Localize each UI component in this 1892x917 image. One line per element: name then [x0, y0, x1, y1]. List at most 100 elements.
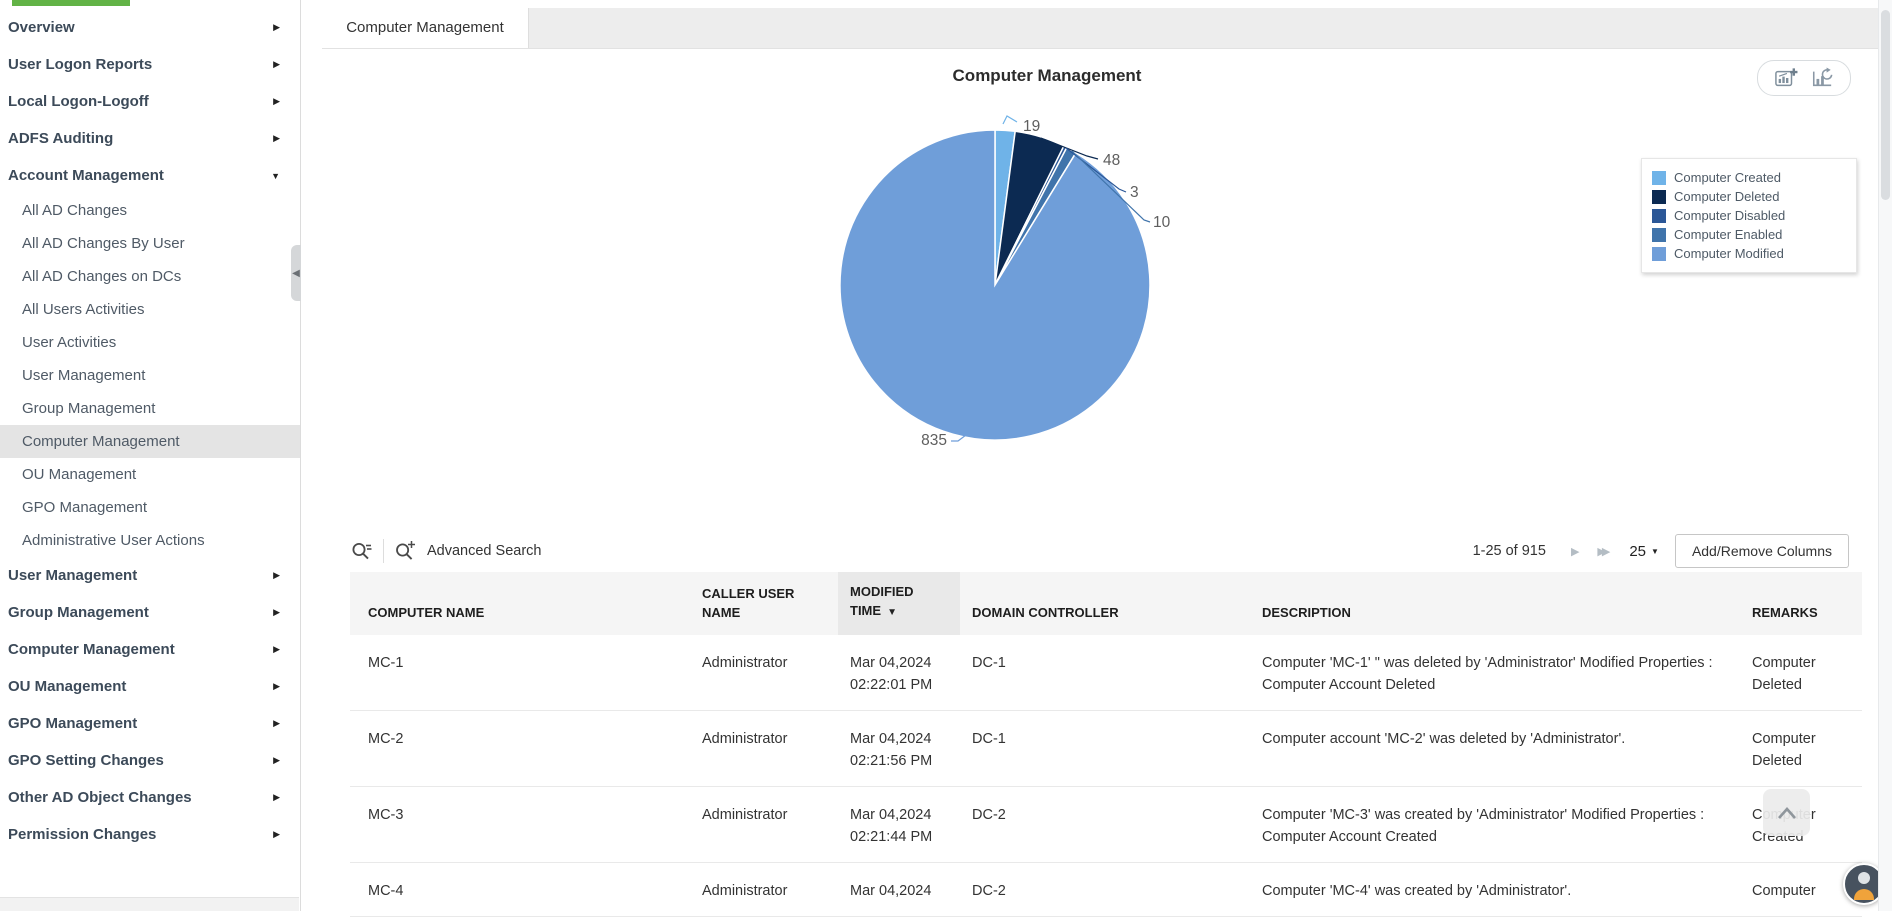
sidebar-item-group-management[interactable]: Group Management ▶: [0, 594, 300, 631]
legend-item-computer-modified[interactable]: Computer Modified: [1652, 244, 1846, 263]
add-remove-columns-button[interactable]: Add/Remove Columns: [1674, 534, 1849, 568]
pie-chart: 19 48 3 10 835: [839, 115, 1171, 449]
advanced-search-label[interactable]: Advanced Search: [427, 543, 542, 559]
page-size-dropdown[interactable]: 25 ▼: [1629, 543, 1659, 560]
sidebar-item-computer-management[interactable]: Computer Management ▶: [0, 631, 300, 668]
advanced-search-icon[interactable]: [394, 540, 417, 563]
sidebar-item-all-ad-changes-by-user[interactable]: All AD Changes By User: [0, 227, 300, 260]
chart-title: Computer Management: [952, 66, 1142, 85]
sidebar-item-account-management[interactable]: Account Management ▼: [0, 157, 300, 194]
sidebar-item-other-ad-object-changes[interactable]: Other AD Object Changes ▶: [0, 779, 300, 816]
sidebar-item-all-ad-changes[interactable]: All AD Changes: [0, 194, 300, 227]
cell-modified-time: Mar 04,2024 02:21:56 PM: [838, 710, 960, 787]
sidebar-item-label: Computer Management: [8, 641, 175, 658]
person-body-shape: [1854, 889, 1874, 900]
table-row[interactable]: MC-4 Administrator Mar 04,2024 DC-2 Computer…: [350, 862, 1862, 917]
sidebar-item-group-management[interactable]: Group Management: [0, 392, 300, 425]
sidebar-item-user-management[interactable]: User Management ▶: [0, 557, 300, 594]
scroll-to-top-button[interactable]: [1763, 789, 1810, 836]
column-header-domain-controller[interactable]: DOMAIN CONTROLLER: [960, 572, 1250, 635]
cell-remarks: Computer Deleted: [1740, 710, 1862, 787]
legend-swatch: [1652, 189, 1666, 204]
chevron-right-icon: ▶: [273, 718, 280, 728]
table-row[interactable]: MC-2 Administrator Mar 04,2024 02:21:56 PM D…: [350, 710, 1862, 787]
sidebar-item-permission-changes[interactable]: Permission Changes ▶: [0, 816, 300, 853]
pie-data-label: 19: [1023, 118, 1040, 135]
sidebar-item-ou-management[interactable]: OU Management: [0, 458, 300, 491]
page-scrollbar[interactable]: [1878, 0, 1892, 911]
sidebar-accent-bar: [12, 0, 130, 6]
sidebar-subitem-label: All Users Activities: [22, 301, 145, 318]
sidebar-item-all-ad-changes-on-dcs[interactable]: All AD Changes on DCs: [0, 260, 300, 293]
table-row[interactable]: MC-1 Administrator Mar 04,2024 02:22:01 PM D…: [350, 635, 1862, 711]
pie-label-connector: [951, 434, 967, 442]
pie-data-label: 48: [1103, 152, 1120, 169]
column-header-caller-user-name[interactable]: CALLER USER NAME: [690, 572, 838, 635]
legend-item-computer-created[interactable]: Computer Created: [1652, 168, 1846, 187]
sidebar-subitem-label: GPO Management: [22, 499, 148, 516]
cell-modified-time: Mar 04,2024 02:21:44 PM: [838, 786, 960, 863]
sidebar-item-user-activities[interactable]: User Activities: [0, 326, 300, 359]
sidebar-item-adfs-auditing[interactable]: ADFS Auditing ▶: [0, 120, 300, 157]
tab-computer-management[interactable]: Computer Management: [322, 8, 529, 48]
pie-slice-computer-modified[interactable]: [839, 129, 1151, 441]
scrollbar-thumb[interactable]: [1881, 10, 1890, 200]
cell-computer-name: MC-1: [350, 635, 690, 711]
sidebar-item-gpo-management[interactable]: GPO Management: [0, 491, 300, 524]
cell-computer-name: MC-4: [350, 862, 690, 917]
sidebar-item-label: GPO Management: [8, 715, 138, 732]
events-table-wrap: COMPUTER NAME CALLER USER NAME MODIFIED TI…: [350, 572, 1862, 917]
sidebar-item-gpo-management[interactable]: GPO Management ▶: [0, 705, 300, 742]
sidebar-item-overview[interactable]: Overview ▶: [0, 9, 300, 46]
chevron-up-icon: [1777, 806, 1796, 819]
sidebar-item-user-logon-reports[interactable]: User Logon Reports ▶: [0, 46, 300, 83]
chevron-down-icon: ▼: [271, 170, 280, 181]
legend-swatch: [1652, 246, 1666, 261]
sidebar-collapse-handle[interactable]: ◀: [291, 245, 301, 301]
chart-type-icon[interactable]: [1809, 67, 1835, 89]
sidebar-item-user-management[interactable]: User Management: [0, 359, 300, 392]
sidebar-subitem-label: All AD Changes on DCs: [22, 268, 182, 285]
sidebar-subitem-label: All AD Changes By User: [22, 235, 185, 252]
cell-domain-controller: DC-1: [960, 635, 1250, 711]
legend-swatch: [1652, 170, 1666, 185]
sidebar-item-label: Other AD Object Changes: [8, 789, 192, 806]
sidebar-item-gpo-setting-changes[interactable]: GPO Setting Changes ▶: [0, 742, 300, 779]
legend-item-computer-disabled[interactable]: Computer Disabled: [1652, 206, 1846, 225]
legend-label: Computer Modified: [1674, 246, 1784, 261]
add-chart-icon[interactable]: [1773, 67, 1799, 89]
legend-item-computer-enabled[interactable]: Computer Enabled: [1652, 225, 1846, 244]
quick-search-icon[interactable]: [350, 540, 373, 563]
chevron-down-icon: ▼: [1651, 546, 1659, 556]
legend-label: Computer Created: [1674, 170, 1781, 185]
table-row[interactable]: MC-3 Administrator Mar 04,2024 02:21:44 PM D…: [350, 786, 1862, 863]
sidebar-item-label: Local Logon-Logoff: [8, 93, 149, 110]
modified-time-line: Mar 04,2024: [850, 655, 932, 671]
cell-caller-user-name: Administrator: [690, 862, 838, 917]
sidebar-item-label: GPO Setting Changes: [8, 752, 164, 769]
column-header-remarks[interactable]: REMARKS: [1740, 572, 1862, 635]
sidebar-item-local-logon-logoff[interactable]: Local Logon-Logoff ▶: [0, 83, 300, 120]
modified-time-line: 02:22:01 PM: [850, 677, 933, 693]
sidebar-menu: Overview ▶ User Logon Reports ▶ Local Logon-…: [0, 0, 300, 853]
sidebar-item-computer-management[interactable]: Computer Management: [0, 425, 300, 458]
sidebar-subitem-label: User Management: [22, 367, 146, 384]
modified-time-line: Mar 04,2024: [850, 883, 932, 899]
sidebar-item-administrative-user-actions[interactable]: Administrative User Actions: [0, 524, 300, 557]
sidebar-item-all-users-activities[interactable]: All Users Activities: [0, 293, 300, 326]
pie-data-label: 835: [921, 432, 947, 449]
sidebar-item-label: Overview: [8, 19, 75, 36]
legend-item-computer-deleted[interactable]: Computer Deleted: [1652, 187, 1846, 206]
chart-tools: [1757, 60, 1851, 96]
column-header-description[interactable]: DESCRIPTION: [1250, 572, 1740, 635]
last-page-icon[interactable]: ▶▶: [1597, 545, 1610, 558]
column-header-label: COMPUTER NAME: [368, 605, 485, 620]
column-header-modified-time[interactable]: MODIFIED TIME ▼: [838, 572, 960, 635]
sidebar-scrollbar-track[interactable]: [0, 897, 299, 911]
pagination-range: 1-25 of 915: [1472, 543, 1546, 559]
column-header-computer-name[interactable]: COMPUTER NAME: [350, 572, 690, 635]
sidebar-item-ou-management[interactable]: OU Management ▶: [0, 668, 300, 705]
modified-time-line: 02:21:44 PM: [850, 829, 933, 845]
next-page-icon[interactable]: ▶: [1570, 545, 1580, 558]
search-controls: Advanced Search: [350, 539, 541, 563]
